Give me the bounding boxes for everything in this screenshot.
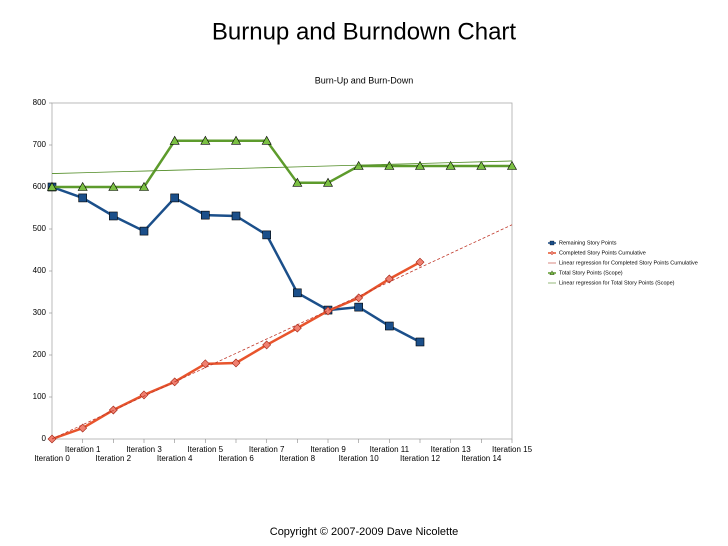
x-tick-label: Iteration 11: [370, 445, 410, 454]
square-marker: [78, 193, 87, 203]
y-tick-label: 0: [42, 434, 47, 443]
triangle-marker: [46, 181, 58, 191]
diamond-marker: [415, 257, 425, 267]
x-tick-label: Iteration 13: [431, 445, 472, 454]
slide-title: Burnup and Burndown Chart: [212, 18, 517, 45]
square-marker: [201, 210, 210, 220]
triangle-marker: [384, 160, 395, 170]
triangle-marker: [138, 181, 150, 191]
series-line: [51, 261, 421, 441]
triangle-marker: [200, 135, 211, 145]
y-tick-label: 500: [33, 224, 47, 233]
legend-label: Remaining Story Points: [559, 240, 617, 246]
triangle-marker: [506, 160, 518, 170]
triangle-marker: [322, 177, 334, 187]
legend-label: Linear regression for Total Story Points…: [559, 280, 675, 286]
x-tick-label: Iteration 14: [461, 454, 502, 463]
plot-frame: [51, 102, 513, 440]
triangle-marker: [292, 177, 303, 187]
square-marker: [139, 226, 149, 236]
x-tick-label: Iteration 5: [188, 445, 224, 454]
footer: Copyright © 2007-2009 Dave Nicolette: [270, 526, 459, 538]
square-marker: [549, 240, 555, 246]
legend-label: Linear regression for Completed Story Po…: [559, 260, 698, 266]
square-marker: [415, 337, 425, 347]
triangle-marker: [77, 181, 88, 191]
triangle-marker: [414, 160, 426, 170]
x-tick-label: Iteration 1: [65, 445, 101, 454]
triangle-marker: [476, 160, 487, 170]
square-marker: [354, 302, 363, 312]
y-tick-label: 800: [33, 98, 47, 107]
x-tick-label: Iteration 12: [400, 454, 441, 463]
square-marker: [231, 211, 241, 221]
diamond-marker: [292, 323, 302, 333]
triangle-marker: [169, 135, 180, 145]
diamond-marker: [139, 390, 149, 400]
y-tick-label: 200: [33, 350, 47, 359]
square-marker: [293, 288, 302, 298]
square-marker: [385, 321, 394, 331]
series-line: [51, 160, 513, 174]
x-tick-label: Iteration 3: [126, 445, 162, 454]
y-tick-label: 600: [33, 182, 47, 191]
x-tick-label: Iteration 15: [492, 445, 533, 454]
series-line: [51, 224, 513, 440]
square-marker: [170, 193, 179, 203]
x-tick-label: Iteration 7: [249, 445, 285, 454]
diamond-marker: [549, 250, 555, 256]
triangle-marker: [445, 160, 456, 170]
x-tick-label: Iteration 8: [280, 454, 316, 463]
square-marker: [262, 230, 271, 240]
diamond-marker: [262, 340, 272, 350]
triangle-marker: [549, 270, 555, 275]
chart-title: Burn-Up and Burn-Down: [315, 75, 414, 85]
x-tick-label: Iteration 4: [157, 454, 193, 463]
y-tick-label: 300: [33, 308, 47, 317]
diamond-marker: [231, 358, 241, 368]
triangle-marker: [108, 181, 119, 191]
diamond-marker: [200, 359, 210, 369]
diamond-marker: [384, 274, 394, 284]
x-tick-label: Iteration 0: [34, 454, 70, 463]
square-marker: [109, 211, 118, 221]
x-tick-label: Iteration 10: [339, 454, 380, 463]
legend-label: Completed Story Points Cumulative: [559, 250, 646, 256]
x-tick-label: Iteration 9: [310, 445, 346, 454]
y-tick-label: 100: [33, 392, 47, 401]
legend-label: Total Story Points (Scope): [559, 270, 623, 276]
y-tick-label: 400: [33, 266, 47, 275]
x-tick-label: Iteration 2: [96, 454, 132, 463]
triangle-marker: [230, 135, 242, 145]
diamond-marker: [354, 293, 364, 303]
series-line: [52, 139, 512, 189]
x-tick-label: Iteration 6: [218, 454, 254, 463]
y-tick-label: 700: [33, 140, 47, 149]
triangle-marker: [261, 135, 272, 145]
series-line: [51, 185, 421, 344]
